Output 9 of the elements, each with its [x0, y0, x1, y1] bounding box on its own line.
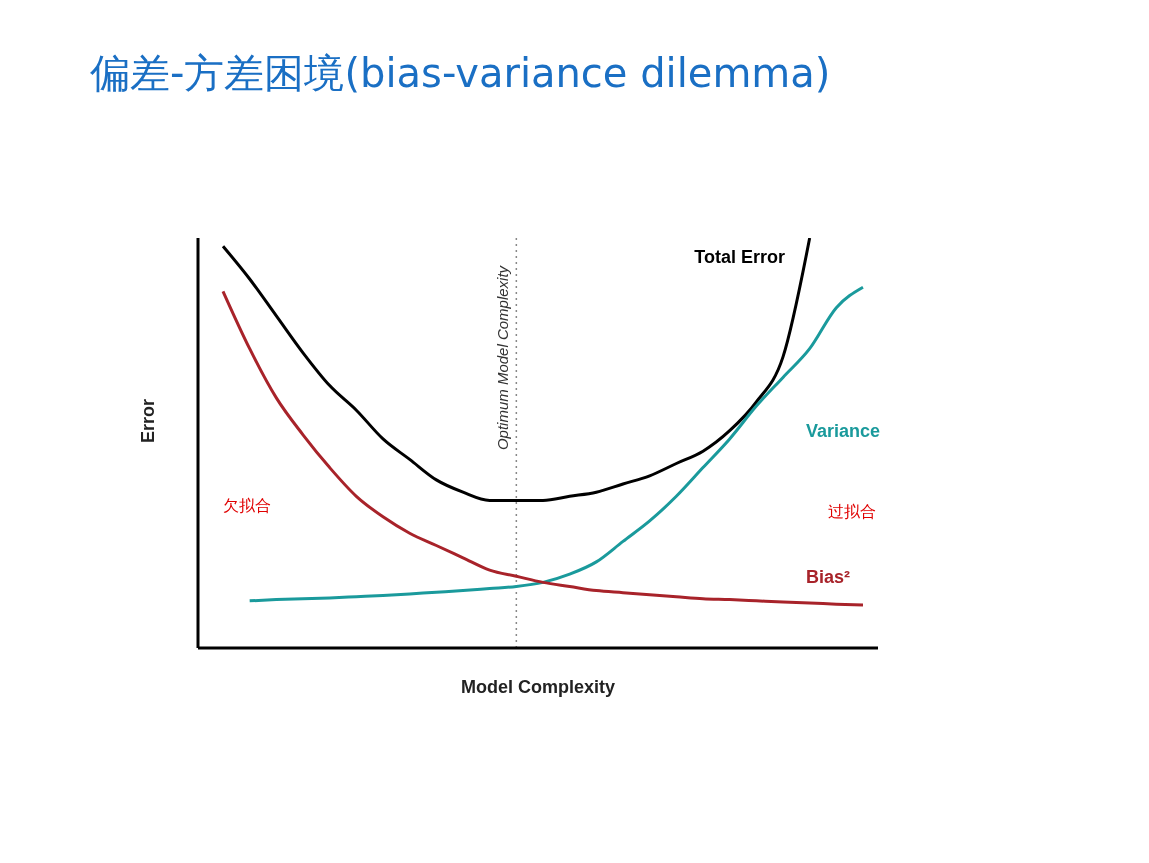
series-label: Total Error	[694, 247, 786, 267]
y-axis-title: Error	[138, 398, 159, 443]
annotation: 过拟合	[828, 502, 876, 523]
chart-title: 偏差-方差困境(bias-variance dilemma)	[90, 49, 831, 98]
x-axis-title: Model Complexity	[460, 677, 616, 697]
series-label: Bias²	[805, 566, 851, 587]
annotation: 欠拟合	[223, 496, 271, 517]
annotation: Optimum Model Complexity	[494, 264, 512, 451]
text: Variance	[805, 421, 881, 442]
